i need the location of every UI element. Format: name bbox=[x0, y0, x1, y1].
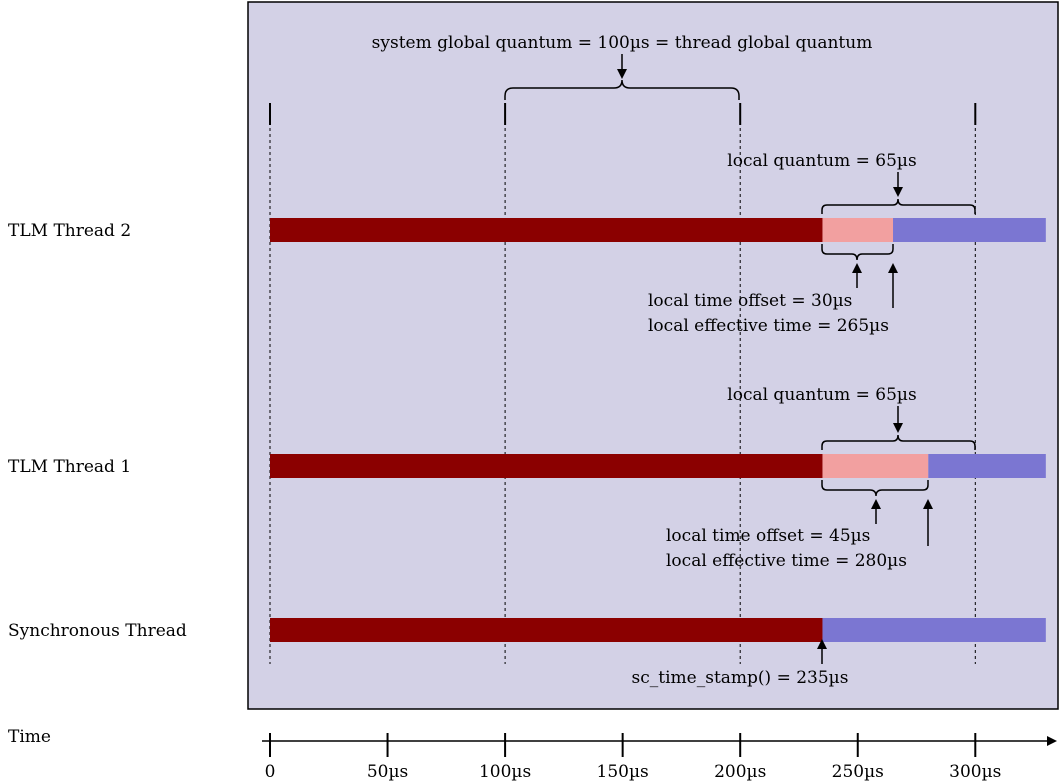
thread-label-tlm1: TLM Thread 1 bbox=[8, 457, 131, 477]
axis-tick-label-2: 100µs bbox=[479, 762, 531, 782]
timestamp-label: sc_time_stamp() = 235µs bbox=[632, 668, 849, 688]
bar-remaining-1 bbox=[928, 454, 1046, 478]
axis-tick-label-6: 300µs bbox=[949, 762, 1001, 782]
thread-label-tlm2: TLM Thread 2 bbox=[8, 221, 131, 241]
t2-offset-label: local time offset = 30µs bbox=[648, 291, 852, 311]
t1-local-quantum-brace bbox=[821, 434, 976, 450]
axis-tick-label-3: 150µs bbox=[597, 762, 649, 782]
diagram-panel bbox=[247, 1, 1059, 710]
t2-effective-label: local effective time = 265µs bbox=[648, 316, 889, 336]
bar-offset-0 bbox=[822, 218, 894, 242]
bar-offset-1 bbox=[822, 454, 929, 478]
t1-offset-label: local time offset = 45µs bbox=[666, 526, 870, 546]
bar-remaining-2 bbox=[822, 618, 1046, 642]
thread-bars bbox=[270, 218, 1046, 642]
global-quantum-label: system global quantum = 100µs = thread g… bbox=[372, 33, 873, 53]
t1-effective-label: local effective time = 280µs bbox=[666, 551, 907, 571]
global-quantum-brace bbox=[504, 79, 740, 100]
axis-tick-label-1: 50µs bbox=[367, 762, 408, 782]
bar-remaining-0 bbox=[893, 218, 1046, 242]
t2-local-quantum-label: local quantum = 65µs bbox=[727, 151, 916, 171]
t2-local-quantum-brace bbox=[821, 198, 976, 214]
axis-tick-label-5: 250µs bbox=[832, 762, 884, 782]
axis-tick-label-4: 200µs bbox=[714, 762, 766, 782]
bar-elapsed-1 bbox=[270, 454, 823, 478]
bar-elapsed-2 bbox=[270, 618, 823, 642]
time-axis-ticks: 0 50µs 100µs 150µs 200µs 250µs 300µs bbox=[265, 733, 1001, 782]
time-axis-label: Time bbox=[8, 727, 51, 747]
axis-tick-label-0: 0 bbox=[265, 762, 276, 782]
t1-offset-brace bbox=[821, 480, 929, 497]
bar-elapsed-0 bbox=[270, 218, 823, 242]
thread-label-sync: Synchronous Thread bbox=[8, 621, 187, 641]
t2-offset-brace bbox=[821, 244, 894, 261]
quantum-boundary-ticks bbox=[269, 103, 977, 125]
t1-local-quantum-label: local quantum = 65µs bbox=[727, 385, 916, 405]
